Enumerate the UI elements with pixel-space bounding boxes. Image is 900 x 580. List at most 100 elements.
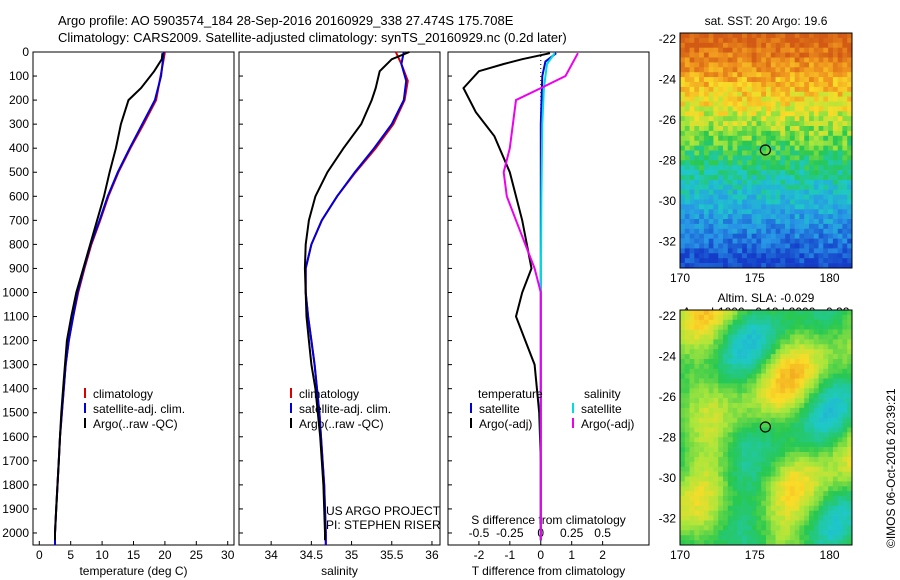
series-line-temperature-argo-adj- <box>462 52 551 541</box>
plot-frame-temperature_profile <box>32 51 235 546</box>
map-y-tick-label: -30 <box>659 471 677 485</box>
map-frame <box>679 309 853 546</box>
legend-label: satellite <box>479 402 520 416</box>
y-tick-label: 1400 <box>2 382 29 396</box>
y-tick-label: 1600 <box>2 430 29 444</box>
x-tick-label: -1 <box>505 548 516 562</box>
legend-label: Argo(-adj) <box>581 417 634 431</box>
x-tick-label: 2 <box>599 548 606 562</box>
y-tick-label: 1000 <box>2 285 29 299</box>
plot-frame-salinity_profile <box>238 51 441 546</box>
x-tick-label: 0 <box>36 548 43 562</box>
series-line-salinity-argo-adj- <box>502 52 579 541</box>
legend-label: climatology <box>299 387 359 401</box>
y-tick-label: 700 <box>9 213 29 227</box>
map-x-tick-label: 180 <box>820 548 840 562</box>
legend-title: salinity <box>584 387 621 401</box>
map-x-tick-label: 170 <box>670 548 690 562</box>
y-tick-label: 100 <box>9 69 29 83</box>
legend-label: satellite-adj. clim. <box>299 402 391 416</box>
map-x-tick-label: 175 <box>745 548 765 562</box>
y-tick-label: 800 <box>9 237 29 251</box>
map-y-tick-label: -28 <box>659 154 677 168</box>
y-tick-label: 600 <box>9 189 29 203</box>
y-tick-label: 1200 <box>2 334 29 348</box>
map-sst_map <box>679 32 853 269</box>
series-line-argo-raw-qc- <box>54 53 164 541</box>
x-tick-label: 10 <box>95 548 109 562</box>
map-x-tick-label: 180 <box>820 271 840 285</box>
x-axis-label: salinity <box>321 564 358 578</box>
x-tick-label: 34.5 <box>300 548 324 562</box>
series-line-salinity-satellite <box>539 52 556 541</box>
y-tick-label: 1100 <box>3 310 29 324</box>
legend-label: climatology <box>93 387 153 401</box>
legend-label: Argo(..raw -QC) <box>93 417 178 431</box>
map-y-tick-label: -22 <box>659 32 677 46</box>
y-tick-label: 2000 <box>2 526 29 540</box>
series-line-satellite-adj-clim- <box>304 51 408 545</box>
map-y-tick-label: -22 <box>659 309 677 323</box>
x-tick-label-top: -0.5 <box>469 526 490 540</box>
map-x-tick-label: 175 <box>745 271 765 285</box>
map-y-tick-label: -24 <box>659 350 677 364</box>
legend-title: temperature <box>478 387 543 401</box>
series-line-argo-raw-qc- <box>303 51 410 541</box>
map-y-tick-label: -26 <box>659 390 677 404</box>
x-tick-label: 25 <box>190 548 204 562</box>
x-tick-label: 30 <box>221 548 235 562</box>
y-tick-label: 900 <box>9 261 29 275</box>
x-tick-label-top: -0.25 <box>496 526 524 540</box>
legend-label: satellite <box>581 402 622 416</box>
map-y-tick-label: -28 <box>659 431 677 445</box>
y-tick-label: 0 <box>22 45 29 59</box>
y-tick-label: 500 <box>9 165 29 179</box>
sst-map-title: sat. SST: 20 Argo: 19.6 <box>704 14 828 28</box>
map-y-tick-label: -26 <box>659 113 677 127</box>
y-tick-label: 1900 <box>2 502 29 516</box>
argo-position-marker <box>759 421 771 433</box>
annotation-text: PI: STEPHEN RISER <box>326 518 441 532</box>
x-tick-label: 20 <box>158 548 172 562</box>
y-tick-label: 1300 <box>2 358 29 372</box>
y-tick-label: 200 <box>9 93 29 107</box>
x-tick-label: -2 <box>474 548 485 562</box>
x-tick-label: 35.5 <box>380 548 404 562</box>
legend-label: Argo(..raw -QC) <box>299 417 384 431</box>
x-tick-label: 15 <box>127 548 141 562</box>
x-tick-label: 5 <box>67 548 74 562</box>
x-tick-label: 36 <box>425 548 439 562</box>
x-axis-label-top: S difference from climatology <box>471 513 626 527</box>
x-axis-label: T difference from climatology <box>472 564 626 578</box>
x-tick-label: 35 <box>345 548 359 562</box>
figure-title-line1: Argo profile: AO 5903574_184 28-Sep-2016… <box>58 13 514 28</box>
plot-frame-difference_profile <box>447 51 650 546</box>
y-tick-label: 1700 <box>2 454 29 468</box>
x-tick-label-top: 0.5 <box>594 526 611 540</box>
y-tick-label: 400 <box>9 141 29 155</box>
x-tick-label: 34 <box>264 548 278 562</box>
argo-position-marker <box>759 144 771 156</box>
x-tick-label: 1 <box>568 548 575 562</box>
sla-map-title: Altim. SLA: -0.029 <box>717 291 815 305</box>
legend-label: Argo(-adj) <box>479 417 532 431</box>
x-tick-label-top: 0.25 <box>560 526 584 540</box>
map-y-tick-label: -32 <box>659 512 677 526</box>
map-sla_map <box>679 309 853 546</box>
map-y-tick-label: -24 <box>659 73 677 87</box>
map-y-tick-label: -30 <box>659 194 677 208</box>
annotation-text: US ARGO PROJECT <box>326 504 441 518</box>
x-axis-label: temperature (deg C) <box>79 564 187 578</box>
map-x-tick-label: 170 <box>670 271 690 285</box>
y-tick-label: 300 <box>9 117 29 131</box>
map-frame <box>679 32 853 269</box>
legend-label: satellite-adj. clim. <box>93 402 185 416</box>
x-tick-label: 0 <box>537 548 544 562</box>
series-line-climatology <box>54 51 166 545</box>
series-line-satellite-adj-clim- <box>54 51 165 545</box>
series-line-climatology <box>304 51 409 545</box>
map-y-tick-label: -32 <box>659 235 677 249</box>
y-tick-label: 1800 <box>2 478 29 492</box>
y-tick-label: 1500 <box>2 406 29 420</box>
